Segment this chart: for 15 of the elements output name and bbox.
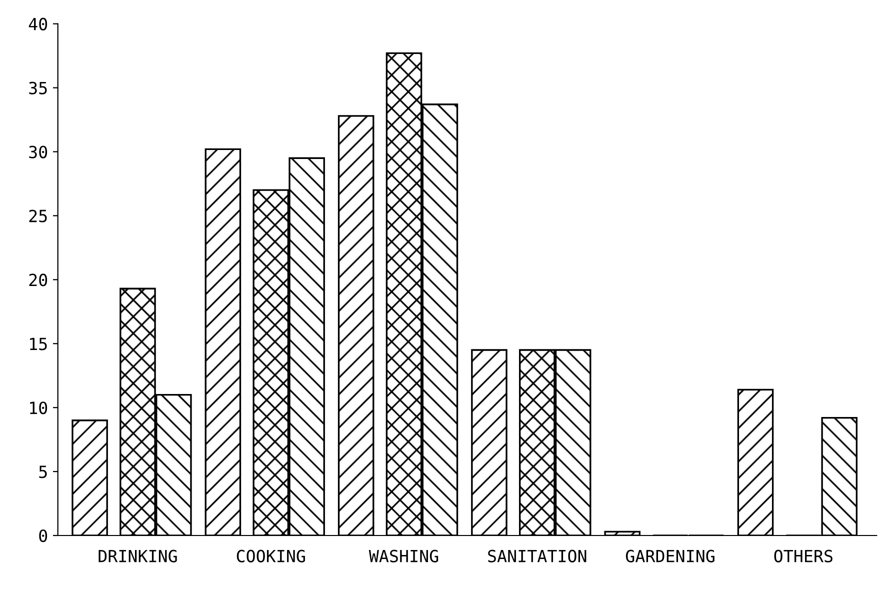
y-tick-label: 10	[30, 402, 48, 414]
x-tick-label: COOKING	[236, 550, 305, 562]
y-tick-label: 30	[29, 146, 48, 158]
x-tick-label: SANITATION	[488, 550, 586, 562]
x-tick-label: DRINKING	[98, 550, 177, 562]
x-tick-label: OTHERS	[774, 550, 832, 562]
y-tick-label: 25	[29, 210, 47, 222]
y-tick-label: 40	[28, 18, 48, 30]
x-tick-label: GARDENING	[626, 550, 714, 562]
x-tick-label: WASHING	[368, 550, 438, 562]
y-tick-label: 35	[29, 82, 47, 94]
y-tick-label: 0	[39, 530, 48, 542]
y-tick-label: 5	[39, 466, 47, 478]
y-tick-label: 15	[30, 338, 47, 350]
y-tick-label: 20	[29, 274, 48, 286]
